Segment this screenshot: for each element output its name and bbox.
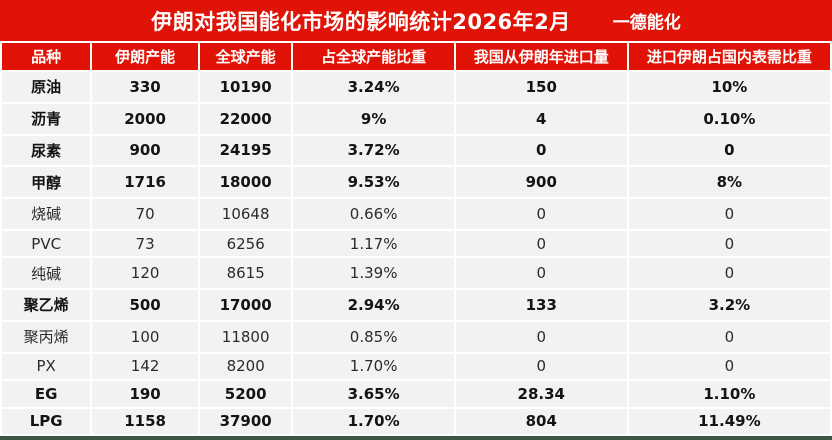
row-label-cell: LPG [2,408,91,434]
value-cell: 37900 [199,408,292,434]
row-label-cell: PX [2,353,91,379]
value-cell: 900 [455,167,627,197]
value-cell: 0 [455,258,627,288]
table-row: PVC 73 6256 1.17% 0 0 [2,230,830,257]
value-cell: 0 [628,135,830,166]
value-cell: 11.49% [628,408,830,434]
value-cell: 3.72% [293,135,454,166]
table-row: 烧碱 70 10648 0.66% 0 0 [2,199,830,229]
table-row: 甲醇 1716 18000 9.53% 900 8% [2,167,830,197]
value-cell: 1716 [92,167,198,197]
value-cell: 24195 [199,135,292,166]
row-label-cell: PVC [2,230,91,257]
value-cell: 0 [455,321,627,352]
table-row: 尿素 900 24195 3.72% 0 0 [2,135,830,166]
value-cell: 1158 [92,408,198,434]
value-cell: 190 [92,381,198,407]
row-label-cell: 甲醇 [2,167,91,197]
value-cell: 1.10% [628,381,830,407]
value-cell: 11800 [199,321,292,352]
row-label-cell: 烧碱 [2,199,91,229]
value-cell: 5200 [199,381,292,407]
value-cell: 1.39% [293,258,454,288]
value-cell: 6256 [199,230,292,257]
value-cell: 1.70% [293,353,454,379]
value-cell: 28.34 [455,381,627,407]
value-cell: 0 [455,135,627,166]
page-title: 伊朗对我国能化市场的影响统计2026年2月 [151,9,571,34]
value-cell: 0 [628,230,830,257]
table-row: 纯碱 120 8615 1.39% 0 0 [2,258,830,288]
value-cell: 8615 [199,258,292,288]
row-label-cell: 原油 [2,72,91,102]
value-cell: 3.65% [293,381,454,407]
table-row: EG 190 5200 3.65% 28.34 1.10% [2,381,830,407]
value-cell: 2.94% [293,290,454,320]
value-cell: 500 [92,290,198,320]
bottom-rule [0,436,832,440]
value-cell: 100 [92,321,198,352]
value-cell: 73 [92,230,198,257]
row-label-cell: 聚丙烯 [2,321,91,352]
value-cell: 804 [455,408,627,434]
brand-label: 一德能化 [612,13,681,33]
table-row: 原油 330 10190 3.24% 150 10% [2,72,830,102]
value-cell: 9% [293,103,454,134]
value-cell: 900 [92,135,198,166]
value-cell: 10% [628,72,830,102]
row-label-cell: 纯碱 [2,258,91,288]
value-cell: 4 [455,103,627,134]
value-cell: 8% [628,167,830,197]
table-row: 沥青 2000 22000 9% 4 0.10% [2,103,830,134]
value-cell: 10648 [199,199,292,229]
value-cell: 3.24% [293,72,454,102]
table-row: 聚丙烯 100 11800 0.85% 0 0 [2,321,830,352]
statistics-table: 品种 伊朗产能 全球产能 占全球产能比重 我国从伊朗年进口量 进口伊朗占国内表需比重 原油… [0,41,832,436]
value-cell: 1.70% [293,408,454,434]
value-cell: 142 [92,353,198,379]
value-cell: 330 [92,72,198,102]
header-row: 品种 伊朗产能 全球产能 占全球产能比重 我国从伊朗年进口量 进口伊朗占国内表需比重 [2,43,830,70]
value-cell: 8200 [199,353,292,379]
value-cell: 133 [455,290,627,320]
column-header: 占全球产能比重 [293,43,454,70]
column-header: 品种 [2,43,91,70]
value-cell: 1.17% [293,230,454,257]
value-cell: 70 [92,199,198,229]
row-label-cell: 沥青 [2,103,91,134]
column-header: 进口伊朗占国内表需比重 [628,43,830,70]
table-row: 聚乙烯 500 17000 2.94% 133 3.2% [2,290,830,320]
value-cell: 0 [455,353,627,379]
value-cell: 0 [455,199,627,229]
column-header: 我国从伊朗年进口量 [455,43,627,70]
value-cell: 0 [628,321,830,352]
value-cell: 10190 [199,72,292,102]
value-cell: 120 [92,258,198,288]
table-row: LPG 1158 37900 1.70% 804 11.49% [2,408,830,434]
value-cell: 17000 [199,290,292,320]
table-row: PX 142 8200 1.70% 0 0 [2,353,830,379]
value-cell: 150 [455,72,627,102]
value-cell: 2000 [92,103,198,134]
value-cell: 3.2% [628,290,830,320]
value-cell: 9.53% [293,167,454,197]
title-band: 伊朗对我国能化市场的影响统计2026年2月 一德能化 [0,0,832,41]
column-header: 全球产能 [199,43,292,70]
row-label-cell: EG [2,381,91,407]
row-label-cell: 尿素 [2,135,91,166]
value-cell: 0 [628,353,830,379]
value-cell: 0 [628,199,830,229]
value-cell: 18000 [199,167,292,197]
column-header: 伊朗产能 [92,43,198,70]
value-cell: 0 [628,258,830,288]
value-cell: 0.66% [293,199,454,229]
value-cell: 0.85% [293,321,454,352]
value-cell: 22000 [199,103,292,134]
value-cell: 0.10% [628,103,830,134]
value-cell: 0 [455,230,627,257]
row-label-cell: 聚乙烯 [2,290,91,320]
